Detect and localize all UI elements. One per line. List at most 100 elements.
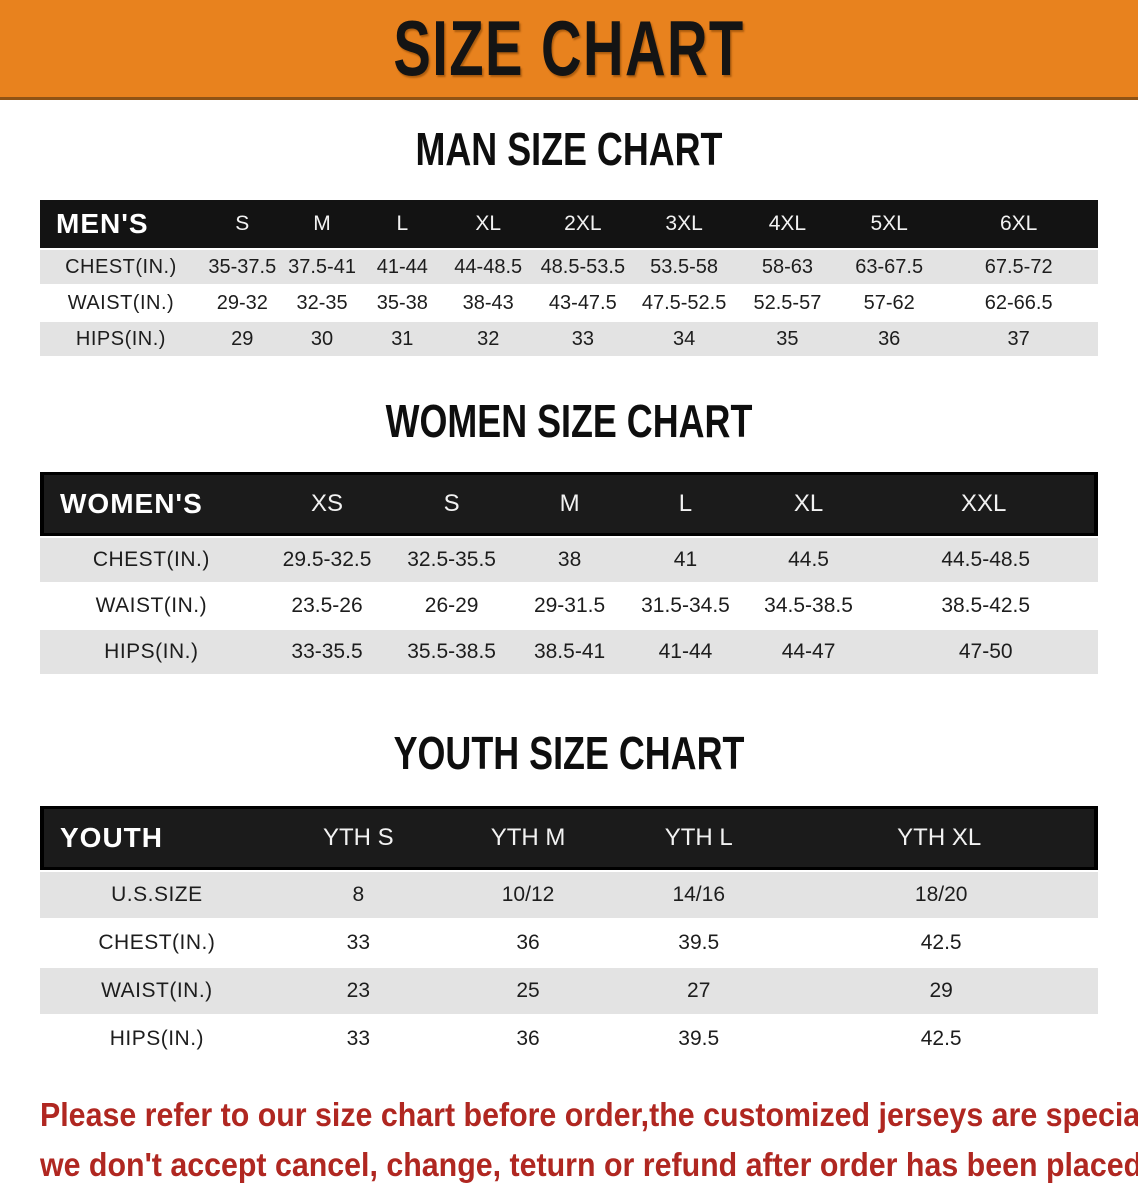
womens-row-label: HIPS(IN.) (40, 630, 263, 674)
mens-size-value-cell: 35-38 (361, 286, 444, 320)
mens-size-value-cell: 57-62 (839, 286, 940, 320)
womens-column-header: L (627, 472, 744, 536)
womens-size-value-cell: 38 (511, 538, 628, 582)
youth-column-header: YTH M (442, 806, 614, 870)
youth-column-header: YTH XL (784, 806, 1098, 870)
mens-column-header: 6XL (939, 200, 1098, 248)
womens-size-value-cell: 31.5-34.5 (627, 584, 744, 628)
mens-column-header: 5XL (839, 200, 940, 248)
womens-size-value-cell: 29.5-32.5 (262, 538, 392, 582)
mens-column-header: M (282, 200, 362, 248)
mens-size-value-cell: 52.5-57 (735, 286, 840, 320)
womens-size-value-cell: 33-35.5 (262, 630, 392, 674)
mens-size-value-cell: 53.5-58 (632, 250, 736, 284)
mens-size-value-cell: 48.5-53.5 (533, 250, 633, 284)
mens-size-value-cell: 38-43 (443, 286, 534, 320)
youth-size-value-cell: 33 (273, 920, 443, 966)
mens-size-value-cell: 31 (361, 322, 444, 356)
banner: SIZE CHART (0, 0, 1138, 100)
mens-size-table: MEN'S S M L XL 2XL 3XL 4XL 5XL 6XL CHEST(IN.) 35-37… (40, 198, 1098, 358)
youth-column-header: YTH S (273, 806, 443, 870)
womens-column-header: XL (743, 472, 874, 536)
section-youth-sizes: YOUTH SIZE CHART YOUTH YTH S YTH M YTH L YTH… (0, 676, 1138, 1064)
youth-row-label: CHEST(IN.) (40, 920, 274, 966)
youth-row: WAIST(IN.) 23 25 27 29 (40, 968, 1098, 1014)
banner-title: SIZE CHART (393, 4, 745, 92)
men-section-title: MAN SIZE CHART (415, 123, 723, 175)
mens-column-header: S (201, 200, 283, 248)
youth-size-value-cell: 10/12 (442, 872, 614, 918)
section-men-sizes: MAN SIZE CHART MEN'S S M L XL 2XL 3XL 4XL 5XL 6XL… (0, 100, 1138, 358)
mens-header-label: MEN'S (40, 200, 202, 248)
mens-row-label: HIPS(IN.) (40, 322, 202, 356)
mens-size-value-cell: 36 (839, 322, 940, 356)
mens-size-value-cell: 37 (939, 322, 1098, 356)
mens-size-value-cell: 29 (201, 322, 283, 356)
womens-size-value-cell: 26-29 (391, 584, 512, 628)
section-women-sizes: WOMEN SIZE CHART WOMEN'S XS S M L XL XXL CHEST(… (0, 358, 1138, 676)
mens-size-value-cell: 67.5-72 (939, 250, 1098, 284)
youth-row: HIPS(IN.) 33 36 39.5 42.5 (40, 1016, 1098, 1062)
mens-row-label: CHEST(IN.) (40, 250, 202, 284)
womens-size-value-cell: 29-31.5 (511, 584, 628, 628)
womens-size-value-cell: 44-47 (743, 630, 874, 674)
mens-size-value-cell: 30 (282, 322, 362, 356)
youth-column-header: YTH L (613, 806, 785, 870)
mens-column-header: 2XL (533, 200, 633, 248)
youth-size-value-cell: 33 (273, 1016, 443, 1062)
womens-size-value-cell: 41-44 (627, 630, 744, 674)
mens-size-value-cell: 34 (632, 322, 736, 356)
youth-size-value-cell: 14/16 (613, 872, 785, 918)
womens-column-header: XXL (873, 472, 1098, 536)
disclaimer-line-2: we don't accept cancel, change, teturn o… (40, 1146, 1138, 1183)
youth-header-label: YOUTH (40, 806, 274, 870)
mens-row: CHEST(IN.) 35-37.5 37.5-41 41-44 44-48.5 48.5… (40, 250, 1098, 284)
youth-size-value-cell: 29 (784, 968, 1098, 1014)
mens-column-header: 3XL (632, 200, 736, 248)
womens-row: WAIST(IN.) 23.5-26 26-29 29-31.5 31.5-34.5 34… (40, 584, 1098, 628)
mens-row: WAIST(IN.) 29-32 32-35 35-38 38-43 43-47.5 47.… (40, 286, 1098, 320)
womens-size-value-cell: 32.5-35.5 (391, 538, 512, 582)
womens-column-header: M (511, 472, 628, 536)
youth-size-value-cell: 18/20 (784, 872, 1098, 918)
mens-size-value-cell: 35-37.5 (201, 250, 283, 284)
mens-size-value-cell: 37.5-41 (282, 250, 362, 284)
mens-column-header: XL (443, 200, 534, 248)
mens-row: HIPS(IN.) 29 30 31 32 33 34 35 36 37 (40, 322, 1098, 356)
youth-row: U.S.SIZE 8 10/12 14/16 18/20 (40, 872, 1098, 918)
womens-row-label: WAIST(IN.) (40, 584, 263, 628)
mens-size-value-cell: 35 (735, 322, 840, 356)
womens-row-label: CHEST(IN.) (40, 538, 263, 582)
womens-size-value-cell: 44.5 (743, 538, 874, 582)
youth-size-value-cell: 25 (442, 968, 614, 1014)
mens-row-label: WAIST(IN.) (40, 286, 202, 320)
mens-size-value-cell: 58-63 (735, 250, 840, 284)
youth-size-value-cell: 23 (273, 968, 443, 1014)
mens-header-row: MEN'S S M L XL 2XL 3XL 4XL 5XL 6XL (40, 200, 1098, 248)
mens-size-value-cell: 43-47.5 (533, 286, 633, 320)
youth-size-value-cell: 36 (442, 1016, 614, 1062)
youth-size-value-cell: 36 (442, 920, 614, 966)
mens-size-value-cell: 62-66.5 (939, 286, 1098, 320)
mens-size-value-cell: 29-32 (201, 286, 283, 320)
youth-size-value-cell: 39.5 (613, 920, 785, 966)
youth-size-value-cell: 27 (613, 968, 785, 1014)
mens-size-value-cell: 32 (443, 322, 534, 356)
youth-row: CHEST(IN.) 33 36 39.5 42.5 (40, 920, 1098, 966)
youth-size-table: YOUTH YTH S YTH M YTH L YTH XL U.S.SIZE 8 10/12… (40, 804, 1098, 1064)
womens-size-value-cell: 23.5-26 (262, 584, 392, 628)
youth-size-value-cell: 8 (273, 872, 443, 918)
mens-column-header: 4XL (735, 200, 840, 248)
youth-size-value-cell: 42.5 (784, 920, 1098, 966)
womens-column-header: S (391, 472, 512, 536)
womens-header-label: WOMEN'S (40, 472, 263, 536)
womens-column-header: XS (262, 472, 392, 536)
disclaimer: Please refer to our size chart before or… (40, 1090, 1138, 1190)
youth-row-label: WAIST(IN.) (40, 968, 274, 1014)
womens-size-value-cell: 34.5-38.5 (743, 584, 874, 628)
youth-size-value-cell: 42.5 (784, 1016, 1098, 1062)
youth-row-label: U.S.SIZE (40, 872, 274, 918)
youth-section-title: YOUTH SIZE CHART (393, 727, 745, 779)
womens-size-value-cell: 35.5-38.5 (391, 630, 512, 674)
